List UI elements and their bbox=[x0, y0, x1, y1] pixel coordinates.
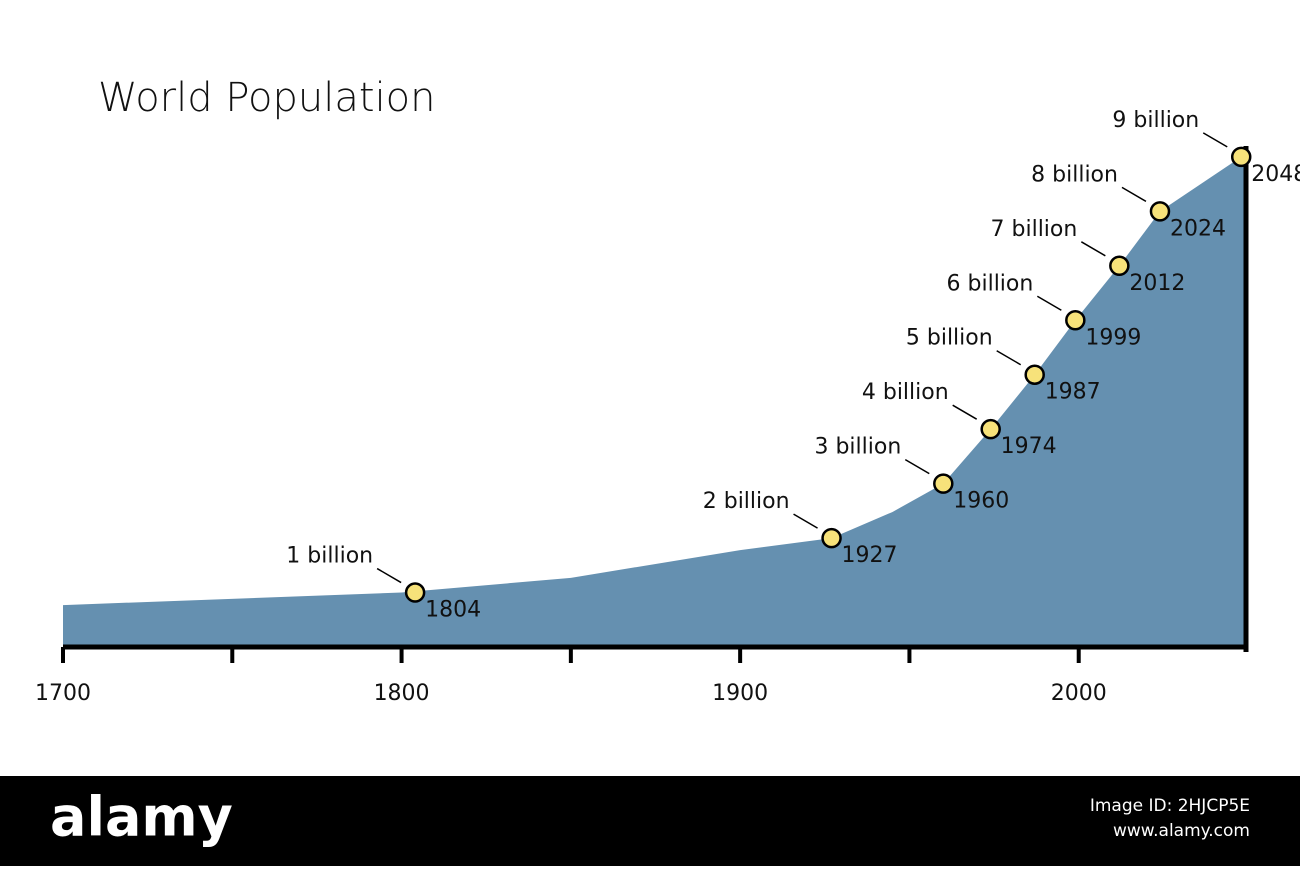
milestone-label: 1 billion bbox=[286, 544, 373, 569]
milestone-connector bbox=[1036, 295, 1062, 311]
milestone-label: 6 billion bbox=[947, 271, 1034, 296]
milestone-label: 2 billion bbox=[703, 489, 790, 514]
milestone-connector bbox=[904, 458, 930, 475]
area bbox=[63, 147, 1248, 647]
milestone-year: 1927 bbox=[842, 543, 898, 568]
milestone-connector bbox=[1121, 186, 1147, 202]
milestone-connector bbox=[996, 350, 1022, 366]
milestone-point bbox=[1065, 310, 1086, 331]
milestone-connector bbox=[793, 513, 818, 529]
milestone-label: 5 billion bbox=[906, 326, 993, 351]
x-tick-label: 1900 bbox=[712, 681, 768, 706]
milestone-year: 1974 bbox=[1001, 434, 1057, 459]
milestone-label: 4 billion bbox=[862, 380, 949, 405]
footer-logo: alamy bbox=[50, 786, 233, 849]
milestone-year: 1987 bbox=[1045, 380, 1101, 405]
x-tick-label: 1700 bbox=[35, 681, 91, 706]
footer-url: www.alamy.com bbox=[1113, 821, 1250, 841]
milestone-point bbox=[404, 582, 426, 603]
milestone-point bbox=[1230, 146, 1252, 168]
milestone-label: 7 billion bbox=[991, 217, 1078, 242]
milestone-connector bbox=[1202, 132, 1228, 148]
milestone-year: 1960 bbox=[953, 489, 1009, 514]
milestone-connector bbox=[376, 567, 402, 584]
milestone-year: 2012 bbox=[1129, 271, 1185, 296]
milestone-point bbox=[980, 418, 1001, 440]
milestone-year: 2024 bbox=[1170, 216, 1226, 241]
milestone-point bbox=[1109, 255, 1130, 277]
milestone-year: 1804 bbox=[425, 598, 481, 623]
x-tick-label: 1800 bbox=[374, 681, 430, 706]
milestone-point bbox=[821, 527, 842, 549]
chart-title: World Population bbox=[98, 75, 436, 121]
milestone-point bbox=[1149, 201, 1171, 222]
milestone-year: 1999 bbox=[1085, 325, 1141, 350]
milestone-point bbox=[1024, 364, 1045, 385]
footer-bar bbox=[0, 776, 1300, 866]
milestone-year: 2048 bbox=[1251, 162, 1300, 187]
footer-image-id: Image ID: 2HJCP5E bbox=[1090, 796, 1250, 816]
milestone-label: 8 billion bbox=[1031, 162, 1118, 187]
x-tick-label: 2000 bbox=[1051, 681, 1107, 706]
milestone-point bbox=[933, 473, 954, 494]
milestone-label: 9 billion bbox=[1112, 108, 1199, 133]
milestone-connector bbox=[1080, 241, 1106, 257]
milestone-connector bbox=[952, 404, 978, 420]
milestone-label: 3 billion bbox=[814, 435, 901, 460]
